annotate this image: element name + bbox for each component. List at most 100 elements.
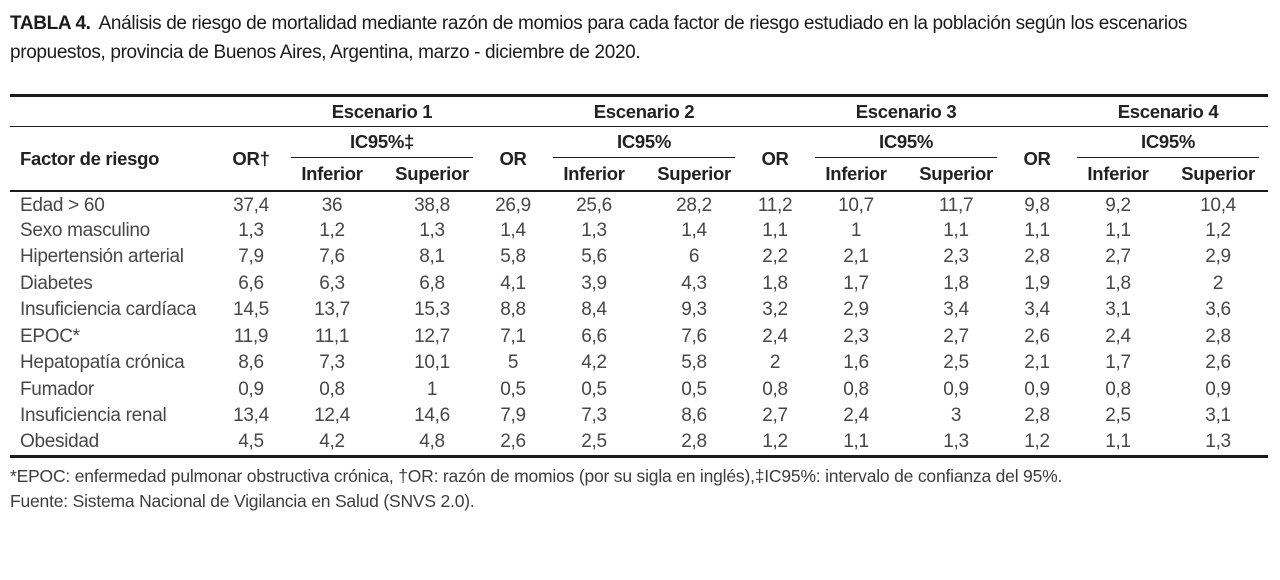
ci-superior-cell: 2 <box>1212 272 1224 294</box>
ci-superior-cell: 38,8 <box>414 194 450 216</box>
ci-inferior-cell: 2,4 <box>843 405 869 427</box>
ci-inferior-cell: 0,5 <box>581 378 607 400</box>
footnote-definitions: *EPOC: enfermedad pulmonar obstructiva c… <box>10 465 1063 486</box>
or-value-cell: 14,5 <box>233 299 269 321</box>
ci-superior-cell: 2,6 <box>1205 352 1231 374</box>
ci-inferior-cell: 9,2 <box>1105 194 1131 216</box>
ci-header-row: Factor de riesgo OR† IC95%‡ OR IC95% OR … <box>10 126 1268 192</box>
or-value-cell: 1,2 <box>1006 429 1069 458</box>
or-value-cell: 13,4 <box>233 405 269 427</box>
table-row: Obesidad 4,5 4,2 4,8 2,6 2,5 2,8 1,2 1,1 1,3 1,2 1,… <box>10 429 1269 458</box>
ci-superior-cell: 15,3 <box>414 299 450 321</box>
ci-inferior-cell: 1,1 <box>1105 219 1131 241</box>
ci-inferior-cell: 5,6 <box>581 246 607 268</box>
ci-inferior-cell: 1,3 <box>581 219 607 241</box>
table-row: Hepatopatía crónica 8,6 7,3 10,1 5 4,2 5,8 2 1,6… <box>10 350 1268 377</box>
ic95-header-2: IC95% <box>544 127 744 158</box>
or-value-cell: 6,6 <box>238 272 264 294</box>
ci-inferior-cell: 10,7 <box>838 194 874 216</box>
or-value-cell: 1,1 <box>1024 219 1050 241</box>
risk-factor-label: Sexo masculino <box>20 219 150 241</box>
inferior-column-header: Inferior <box>282 158 382 192</box>
spacer-cell <box>10 94 220 127</box>
ci-superior-cell: 1 <box>426 378 438 400</box>
ci-superior-cell: 2,8 <box>1205 325 1231 347</box>
ci-inferior-cell: 2,5 <box>1105 405 1131 427</box>
ci-superior-cell: 6,8 <box>419 272 445 294</box>
or-value-cell: 4,5 <box>220 429 282 458</box>
ci-superior-cell: 0,5 <box>681 378 707 400</box>
ci-inferior-cell: 2,3 <box>843 325 869 347</box>
ci-inferior-cell: 4,2 <box>282 429 382 458</box>
document-page: TABLA 4. Análisis de riesgo de mortalidad… <box>10 9 1269 515</box>
or-value-cell: 2,2 <box>762 246 788 268</box>
or-value-cell: 0,9 <box>238 378 264 400</box>
ic95-label: IC95% <box>815 130 998 158</box>
risk-factor-label: Hepatopatía crónica <box>20 352 185 374</box>
ci-inferior-cell: 36 <box>321 194 343 216</box>
or-value-cell: 9,8 <box>1024 194 1050 216</box>
table-header: Escenario 1 Escenario 2 Escenario 3 Esce… <box>10 94 1269 192</box>
ci-superior-cell: 1,2 <box>1205 219 1231 241</box>
ci-inferior-cell: 1 <box>850 219 862 241</box>
spacer-cell <box>744 94 807 127</box>
ci-superior-cell: 10,1 <box>414 352 450 374</box>
ci-inferior-cell: 2,1 <box>843 246 869 268</box>
or-value-cell: 5,8 <box>500 246 526 268</box>
scenario-3-header: Escenario 3 <box>806 94 1007 127</box>
ic95-header-4: IC95% <box>1068 127 1268 158</box>
ci-superior-cell: 1,4 <box>681 219 707 241</box>
ci-superior-cell: 8,6 <box>681 405 707 427</box>
ci-inferior-cell: 0,8 <box>319 378 345 400</box>
or-value-cell: 0,8 <box>762 378 788 400</box>
ic95-header-3: IC95% <box>806 127 1006 158</box>
risk-factor-label: Obesidad <box>10 429 220 458</box>
or-value-cell: 1,1 <box>762 219 788 241</box>
or-value-cell: 7,9 <box>500 405 526 427</box>
table-footnotes: *EPOC: enfermedad pulmonar obstructiva c… <box>10 464 1268 515</box>
inferior-column-header: Inferior <box>544 158 645 192</box>
or-value-cell: 4,1 <box>500 272 526 294</box>
or-value-cell: 3,2 <box>762 299 788 321</box>
ci-inferior-cell: 1,7 <box>843 272 869 294</box>
or-value-cell: 7,1 <box>500 325 526 347</box>
table-row: Fumador 0,9 0,8 1 0,5 0,5 0,5 0,8 0,8 0,9 0,9 0,8 0,… <box>10 377 1268 404</box>
or-value-cell: 2,4 <box>762 325 788 347</box>
ci-superior-cell: 14,6 <box>414 405 450 427</box>
odds-ratio-table: Escenario 1 Escenario 2 Escenario 3 Esce… <box>10 94 1269 458</box>
table-row: Hipertensión arterial 7,9 7,6 8,1 5,8 5,6 6 2,2… <box>10 244 1268 271</box>
or-column-header: OR† <box>220 126 282 192</box>
ci-superior-cell: 28,2 <box>676 194 712 216</box>
ci-inferior-cell: 3,9 <box>581 272 607 294</box>
table-row: Diabetes 6,6 6,3 6,8 4,1 3,9 4,3 1,8 1,7 1,8 1,9 1,… <box>10 271 1268 298</box>
or-value-cell: 8,8 <box>500 299 526 321</box>
or-value-cell: 2,8 <box>1024 405 1050 427</box>
risk-factor-label: EPOC* <box>20 325 80 347</box>
or-value-cell: 37,4 <box>233 194 269 216</box>
or-value-cell: 3,4 <box>1024 299 1050 321</box>
or-value-cell: 5 <box>507 352 519 374</box>
ci-inferior-cell: 7,6 <box>319 246 345 268</box>
ic95-header-1: IC95%‡ <box>282 127 482 158</box>
risk-factor-label: Insuficiencia renal <box>20 405 167 427</box>
scenario-4-header: Escenario 4 <box>1068 94 1269 127</box>
ci-superior-cell: 4,3 <box>681 272 707 294</box>
table-title: TABLA 4. Análisis de riesgo de mortalidad… <box>10 9 1268 67</box>
ci-inferior-cell: 0,8 <box>1105 378 1131 400</box>
risk-factor-label: Insuficiencia cardíaca <box>20 299 197 321</box>
ci-superior-cell: 7,6 <box>681 325 707 347</box>
table-body: Edad > 60 37,4 36 38,8 26,9 25,6 28,2 11,2 10,7 1… <box>10 191 1269 458</box>
ci-superior-cell: 3,6 <box>1205 299 1231 321</box>
ci-inferior-cell: 3,1 <box>1105 299 1131 321</box>
ci-inferior-cell: 12,4 <box>314 405 350 427</box>
ci-superior-cell: 1,3 <box>1168 429 1269 458</box>
ci-superior-cell: 1,3 <box>419 219 445 241</box>
or-value-cell: 2,8 <box>1024 246 1050 268</box>
ci-superior-cell: 12,7 <box>414 325 450 347</box>
bounds-header-row: Inferior Superior Inferior Superior Infe… <box>10 158 1269 192</box>
or-value-cell: 1,9 <box>1024 272 1050 294</box>
ci-superior-cell: 0,9 <box>943 378 969 400</box>
ci-inferior-cell: 2,9 <box>843 299 869 321</box>
or-value-cell: 7,9 <box>238 246 264 268</box>
scenario-header-row: Escenario 1 Escenario 2 Escenario 3 Esce… <box>10 94 1269 127</box>
